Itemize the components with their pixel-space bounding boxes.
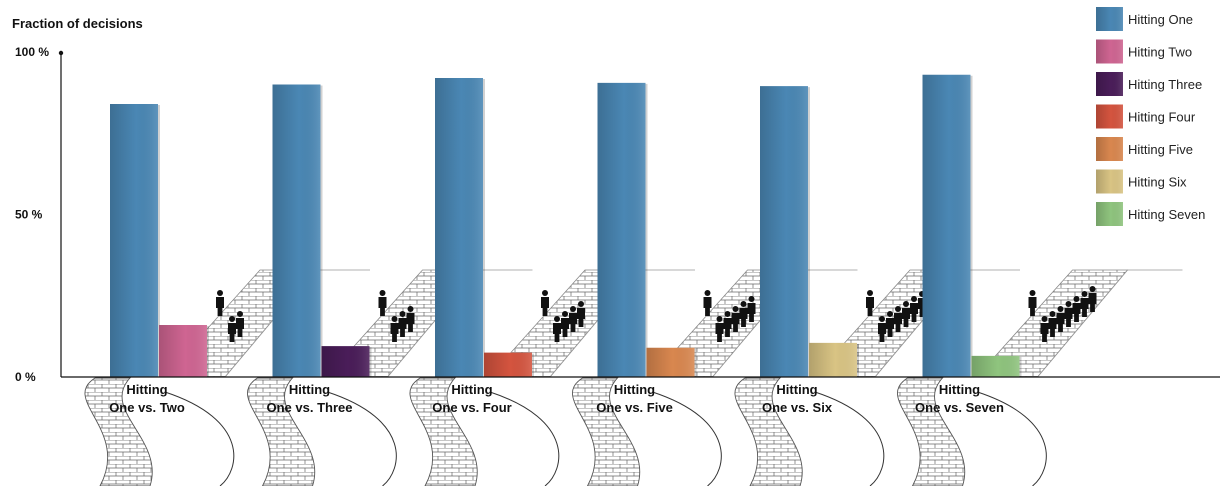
winding-road xyxy=(897,377,1047,486)
legend-label: Hitting Seven xyxy=(1128,207,1205,222)
bar-edge xyxy=(369,347,372,377)
y-ticks-layer: 0 % 50 % 100 % xyxy=(15,45,49,384)
winding-road-surface xyxy=(84,377,153,486)
winding-road-surface xyxy=(409,377,478,486)
winding-road-edge xyxy=(977,391,1047,486)
winding-road-edge xyxy=(327,391,397,486)
bar-edge xyxy=(694,348,697,377)
legend-swatch-shade xyxy=(1096,39,1123,64)
category-label-line2: One vs. Two xyxy=(109,400,185,415)
category-label-line2: One vs. Three xyxy=(267,400,353,415)
legend: Hitting One Hitting Two Hitting Three Hitti… xyxy=(1096,7,1205,226)
legend-item: Hitting Six xyxy=(1096,169,1187,194)
bar xyxy=(272,84,323,377)
legend-swatch-shade xyxy=(1096,104,1123,129)
winding-road-edge xyxy=(814,391,885,486)
legend-label: Hitting Four xyxy=(1128,110,1196,125)
bars-layer xyxy=(110,74,1022,377)
y-axis-top-dot xyxy=(58,50,64,56)
bar-shade xyxy=(971,355,1020,377)
bar-edge xyxy=(207,326,209,377)
bar-shade xyxy=(435,78,483,377)
category-label-line1: Hitting xyxy=(939,382,980,397)
bar-shade xyxy=(110,104,158,377)
winding-road xyxy=(409,377,560,486)
y-axis-label: Fraction of decisions xyxy=(12,16,143,31)
winding-road xyxy=(247,377,397,486)
bar-edge xyxy=(483,79,485,377)
legend-item: Hitting Two xyxy=(1096,39,1192,64)
bar-edge xyxy=(532,353,534,377)
bar-edge xyxy=(320,85,323,377)
bar xyxy=(971,355,1022,377)
category-label-line2: One vs. Six xyxy=(762,400,833,415)
legend-item: Hitting Seven xyxy=(1096,202,1205,226)
bar xyxy=(435,78,485,377)
bar xyxy=(809,342,859,377)
legend-item: Hitting One xyxy=(1096,7,1193,31)
legend-swatch-shade xyxy=(1096,169,1123,194)
winding-road-surface xyxy=(897,377,966,486)
winding-road xyxy=(572,377,722,486)
bar xyxy=(159,325,209,377)
winding-road xyxy=(84,377,235,486)
winding-road xyxy=(734,377,885,486)
bar-shade xyxy=(760,86,808,377)
legend-swatch-shade xyxy=(1096,7,1123,31)
legend-label: Hitting Three xyxy=(1128,77,1202,92)
bar xyxy=(646,347,697,377)
category-label-line1: Hitting xyxy=(614,382,655,397)
bar xyxy=(110,104,160,377)
bar-edge xyxy=(970,75,973,377)
bar-shade xyxy=(321,346,370,377)
bar-shade xyxy=(646,347,695,377)
bar-edge xyxy=(808,87,810,377)
legend-item: Hitting Four xyxy=(1096,104,1196,129)
bar xyxy=(597,82,648,377)
category-label-line2: One vs. Five xyxy=(596,400,673,415)
legend-item: Hitting Five xyxy=(1096,137,1193,161)
legend-swatch-shade xyxy=(1096,202,1123,226)
legend-swatch-shade xyxy=(1096,72,1123,96)
bar-edge xyxy=(158,105,160,377)
winding-road-surface xyxy=(734,377,803,486)
winding-road-surface xyxy=(572,377,641,486)
category-label-line1: Hitting xyxy=(126,382,167,397)
bar xyxy=(922,74,973,377)
brick-path-edge xyxy=(1037,269,1183,378)
y-tick-label: 0 % xyxy=(15,370,36,384)
bar xyxy=(484,352,534,377)
winding-road-edge xyxy=(652,391,722,486)
bar-shade xyxy=(597,82,646,377)
bar-edge xyxy=(645,83,648,377)
bar xyxy=(321,346,372,377)
legend-item: Hitting Three xyxy=(1096,72,1202,96)
y-tick-label: 50 % xyxy=(15,208,43,222)
legend-label: Hitting Two xyxy=(1128,45,1192,60)
axes-layer xyxy=(58,50,1220,378)
category-labels-layer: Hitting One vs. Two Hitting One vs. Three Hi… xyxy=(109,382,1004,415)
legend-label: Hitting Six xyxy=(1128,175,1187,190)
winding-road-edge xyxy=(164,391,235,486)
bar xyxy=(760,86,810,377)
category-label-line1: Hitting xyxy=(776,382,817,397)
bar-shade xyxy=(809,342,857,377)
legend-label: Hitting Five xyxy=(1128,142,1193,157)
winding-road-edge xyxy=(489,391,560,486)
category-label-line2: One vs. Seven xyxy=(915,400,1004,415)
bar-shade xyxy=(159,325,207,377)
bar-shade xyxy=(272,84,321,377)
bar-shade xyxy=(922,74,971,377)
category-label-line1: Hitting xyxy=(289,382,330,397)
legend-label: Hitting One xyxy=(1128,12,1193,27)
bar-edge xyxy=(857,343,859,377)
bar-edge xyxy=(1019,356,1022,377)
winding-road-surface xyxy=(247,377,316,486)
y-tick-label: 100 % xyxy=(15,45,49,59)
bar-shade xyxy=(484,352,532,377)
category-label-line1: Hitting xyxy=(451,382,492,397)
category-label-line2: One vs. Four xyxy=(432,400,511,415)
legend-swatch-shade xyxy=(1096,137,1123,161)
